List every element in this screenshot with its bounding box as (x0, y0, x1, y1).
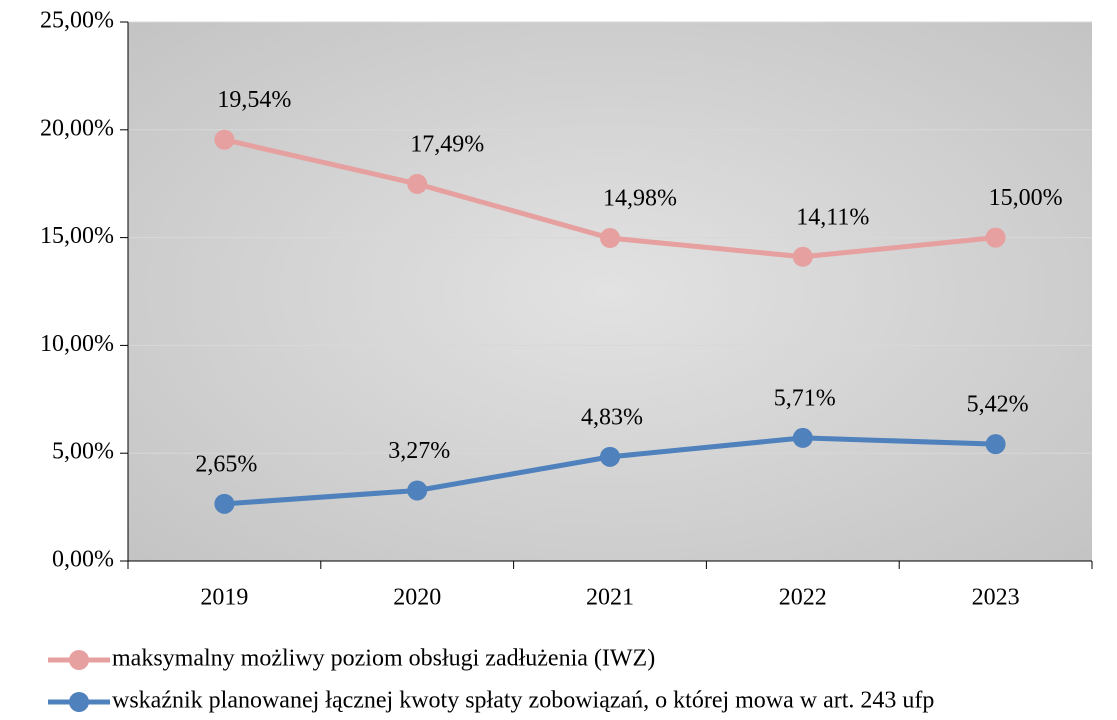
y-tick-label: 5,00% (52, 439, 114, 465)
marker (407, 173, 428, 194)
legend-marker (69, 692, 89, 712)
data-label: 15,00% (989, 185, 1063, 211)
marker (600, 446, 620, 467)
data-label: 5,71% (774, 385, 836, 411)
marker (792, 427, 813, 448)
marker (214, 493, 235, 514)
y-tick-label: 25,00% (40, 8, 114, 34)
y-tick-label: 20,00% (40, 115, 114, 141)
data-label: 4,83% (581, 404, 643, 430)
y-tick-label: 0,00% (52, 547, 114, 573)
y-tick-label: 15,00% (40, 223, 114, 249)
x-tick-label: 2019 (200, 585, 248, 611)
x-tick-label: 2023 (972, 585, 1020, 611)
marker (214, 129, 235, 150)
y-tick-label: 10,00% (40, 331, 114, 357)
x-tick-label: 2020 (393, 585, 441, 611)
legend-label: maksymalny możliwy poziom obsługi zadłuż… (112, 646, 655, 672)
data-label: 14,98% (603, 186, 677, 212)
x-tick-label: 2021 (586, 585, 634, 611)
marker (985, 227, 1006, 248)
marker (985, 434, 1006, 455)
data-label: 17,49% (410, 131, 484, 157)
data-label: 2,65% (195, 451, 257, 477)
data-label: 3,27% (388, 438, 450, 464)
data-label: 19,54% (217, 87, 291, 113)
marker (600, 228, 620, 249)
marker (407, 480, 428, 501)
data-label: 5,42% (967, 392, 1029, 418)
x-tick-label: 2022 (779, 585, 827, 611)
legend-marker (69, 650, 89, 670)
plot-area (128, 22, 1092, 561)
data-label: 14,11% (796, 204, 869, 230)
marker (792, 246, 813, 267)
legend-label: wskaźnik planowanej łącznej kwoty spłaty… (112, 688, 934, 714)
